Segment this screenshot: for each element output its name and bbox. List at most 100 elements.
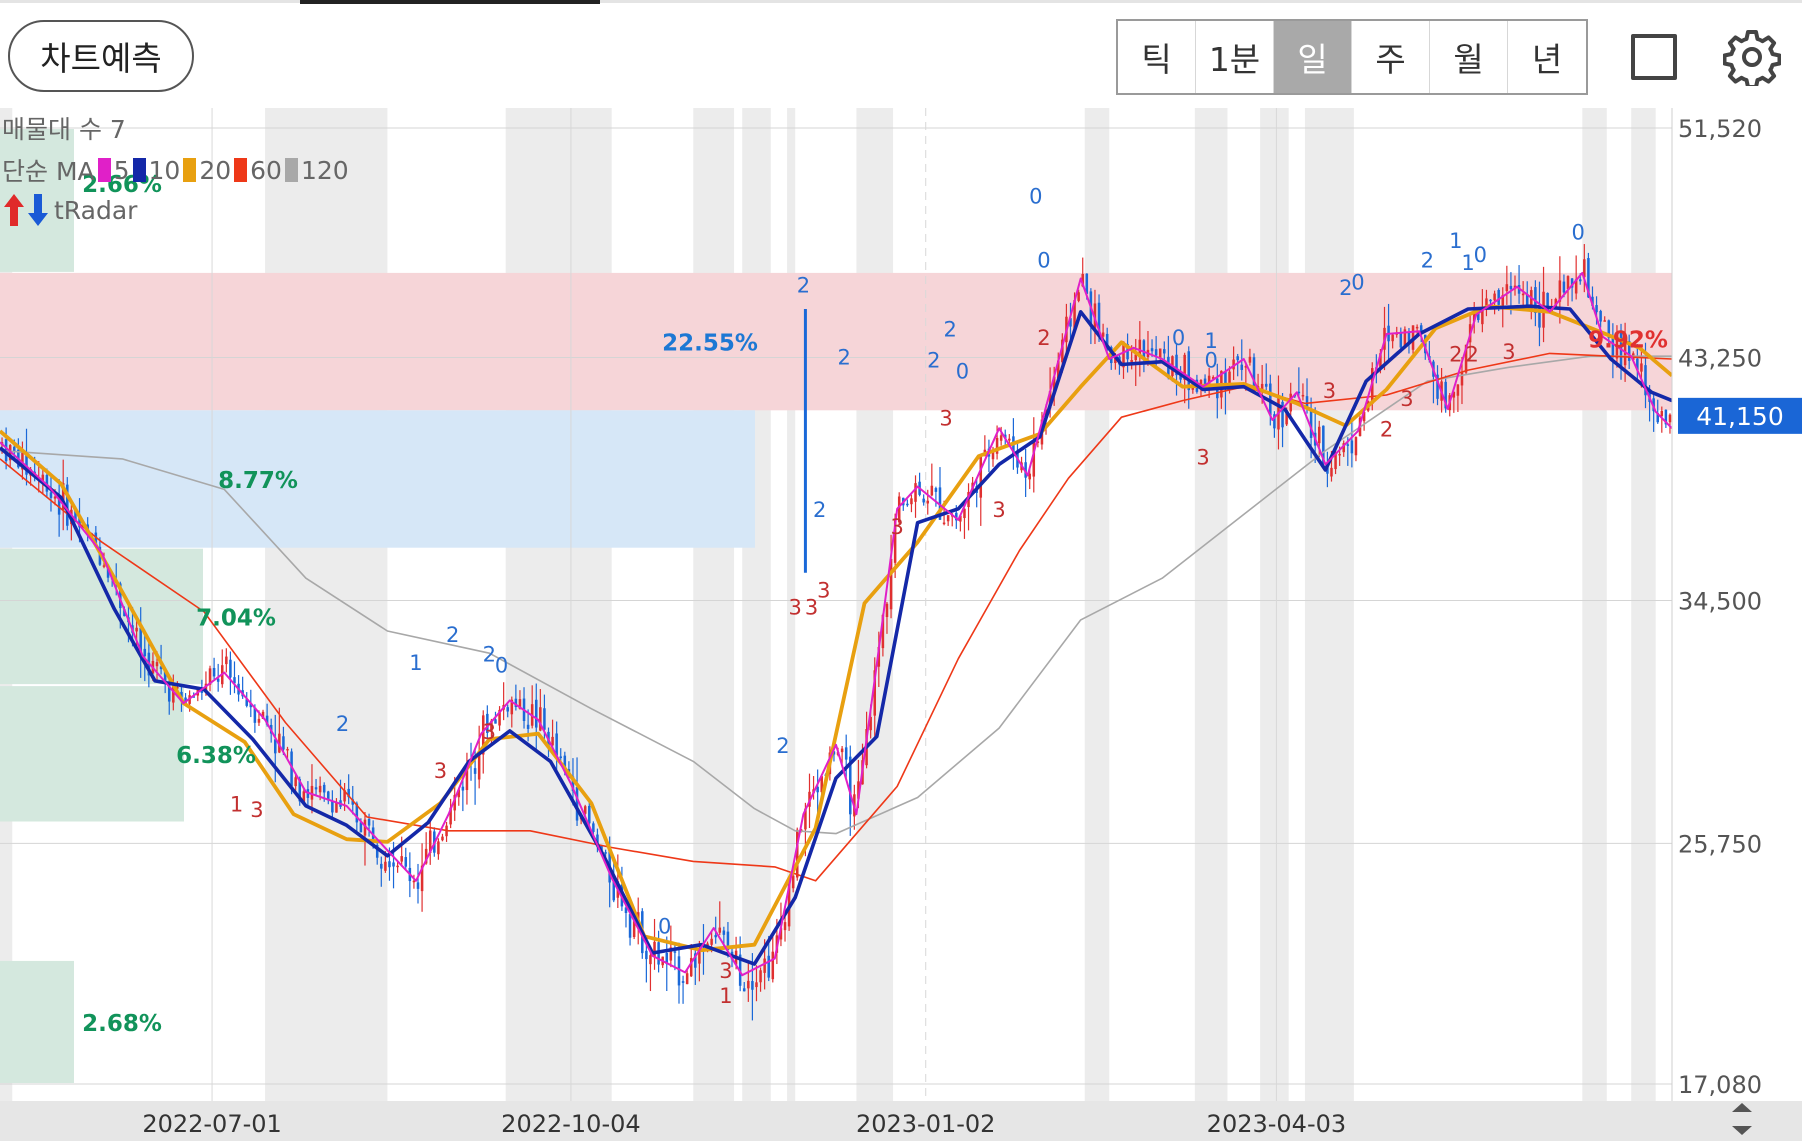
candle-body (555, 733, 558, 756)
session-shade (1304, 108, 1354, 1101)
candle-body (1224, 372, 1227, 386)
candle-body (698, 948, 701, 964)
candle-body (286, 748, 289, 751)
candle-body (877, 646, 881, 667)
candle-body (1640, 363, 1643, 372)
candle-body (1501, 295, 1505, 309)
candle-body (465, 764, 469, 791)
volume-profile-bar (0, 548, 203, 685)
candle-body (722, 930, 726, 935)
candle-body (955, 512, 958, 521)
period-tab-1min[interactable]: 1분 (1196, 21, 1274, 93)
candle-body (588, 805, 591, 824)
candle-body (1493, 293, 1496, 301)
volume-profile-count-label: 매물대 수 7 (2, 115, 126, 144)
candle-body (494, 719, 497, 724)
candle-body (400, 856, 403, 862)
signal-label: 3 (1323, 379, 1336, 403)
candle-body (673, 951, 677, 953)
candle-body (873, 670, 877, 716)
candle-body (1114, 357, 1117, 364)
candle-body (1562, 281, 1566, 293)
signal-label: 3 (250, 798, 263, 822)
candle-body (172, 686, 175, 703)
ma-legend-title: 단순 MA (2, 157, 95, 186)
candle-body (1179, 373, 1182, 380)
candle-body (1130, 359, 1133, 363)
candle-body (290, 751, 293, 787)
candle-body (649, 955, 652, 965)
candle-body (1611, 337, 1615, 356)
candle-body (1570, 278, 1574, 288)
fullscreen-icon[interactable] (1631, 34, 1677, 80)
ma20-swatch (183, 158, 197, 182)
candle-body (384, 861, 387, 871)
candle-body (1656, 412, 1659, 423)
candle-body (1122, 341, 1125, 368)
candle-body (74, 509, 77, 522)
candle-body (1578, 279, 1582, 282)
signal-label: 1 (1449, 229, 1462, 253)
candle-body (1056, 360, 1060, 379)
candle-body (176, 687, 179, 689)
chart-predict-button[interactable]: 차트예측 (8, 20, 194, 92)
x-tick-label: 2023-01-02 (856, 1110, 995, 1138)
period-tab-week[interactable]: 주 (1352, 21, 1430, 93)
ma5-line (0, 271, 1673, 977)
candle-body (123, 609, 126, 617)
ma60-swatch (234, 158, 248, 182)
candle-body (49, 492, 53, 498)
candle-body (889, 558, 893, 610)
candle-body (1317, 426, 1321, 444)
candle-body (742, 988, 746, 992)
candle-body (534, 699, 538, 728)
candle-body (1521, 293, 1525, 296)
signal-label: 0 (658, 915, 671, 939)
candle-body (388, 861, 391, 868)
candle-body (885, 603, 889, 618)
candle-body (559, 756, 562, 758)
ma120-label: 120 (300, 155, 349, 185)
period-tab-month[interactable]: 월 (1430, 21, 1508, 93)
candle-body (1599, 310, 1602, 322)
signal-label: 2 (1037, 326, 1050, 350)
session-shade (1194, 108, 1228, 1101)
candle-body (1627, 340, 1631, 361)
period-tab-tick[interactable]: 틱 (1118, 21, 1196, 93)
candle-body (4, 439, 8, 462)
candle-body (506, 707, 509, 712)
candle-body (1264, 383, 1268, 387)
candle-body (910, 498, 913, 505)
period-tab-day[interactable]: 일 (1274, 21, 1352, 93)
ma10-label: 10 (148, 155, 181, 185)
ma20-line (0, 304, 1674, 953)
signal-label: 0 (495, 654, 508, 678)
candle-body (490, 720, 493, 732)
volume-profile-percent: 7.04% (196, 605, 276, 631)
candle-body (416, 882, 420, 889)
candle-body (1061, 339, 1064, 363)
candle-body (1326, 467, 1329, 474)
current-price-label: 41,150 (1696, 402, 1783, 431)
candle-body (926, 500, 930, 504)
candle-body (1273, 414, 1276, 429)
candle-body (481, 715, 485, 755)
candle-body (1301, 394, 1305, 397)
candle-body (322, 784, 326, 793)
candle-body (1587, 258, 1590, 298)
candle-body (751, 981, 754, 990)
candle-body (624, 907, 628, 914)
candle-body (412, 880, 416, 883)
candle-body (897, 496, 901, 523)
candle-body (1240, 364, 1244, 370)
ma-legend[interactable]: 단순 MA 5 10 20 60 120 (2, 152, 349, 188)
candle-body (526, 724, 530, 729)
ma60-label: 60 (250, 155, 282, 185)
tradar-legend[interactable]: tRadar (2, 192, 137, 228)
signal-label: 2 (813, 498, 826, 522)
period-tab-year[interactable]: 년 (1508, 21, 1586, 93)
gear-icon[interactable] (1722, 28, 1782, 89)
candle-body (1558, 280, 1562, 302)
